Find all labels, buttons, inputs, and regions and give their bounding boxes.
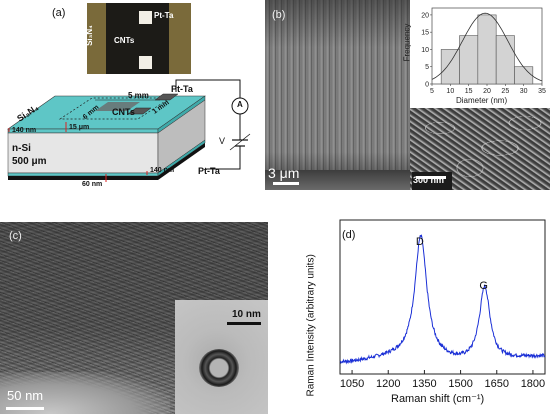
histogram-fit-curve <box>431 12 543 82</box>
raman-ylabel: Raman Intensity (arbitrary units) <box>305 254 317 397</box>
histogram-bar <box>440 49 460 85</box>
label-60nm: 60 nm <box>82 181 103 188</box>
histogram-xtick-label: 10 <box>446 88 454 95</box>
histogram-bar <box>459 35 479 85</box>
device-photo: Si₃N₄ Pt-Ta CNTs <box>84 3 191 74</box>
device-schematic <box>7 79 251 182</box>
raman-spectrum-line <box>339 234 546 365</box>
photo-side-label: Si₃N₄ <box>84 25 94 46</box>
raman-xtick-label: 1350 <box>412 378 436 390</box>
histogram-ytick-label: 10 <box>421 47 429 54</box>
photo-pt-label: Pt-Ta <box>154 11 174 20</box>
label-pt-ta-bottom: Pt-Ta <box>198 166 220 176</box>
scale-50nm: 50 nm <box>7 388 44 403</box>
scale-10nm: 10 nm <box>232 309 261 320</box>
pt-ta-backside <box>8 176 158 180</box>
raman-peak-label: G <box>479 280 488 292</box>
photo-contact-top <box>139 11 152 24</box>
raman-chart: 1050 1200 1350 1500 1650 1800 D G <box>339 219 546 390</box>
panel-b-label: (b) <box>272 9 286 21</box>
raman-xtick-label: 1200 <box>376 378 400 390</box>
histogram-ytick-label: 20 <box>421 12 429 19</box>
raman-xtick-label: 1050 <box>340 378 364 390</box>
nanotube-cross-section <box>199 349 239 387</box>
histogram-ylabel: Frequency <box>402 23 412 62</box>
histogram-bar <box>477 14 497 85</box>
label-140nm-top: 140 nm <box>12 127 37 134</box>
label-n-si: n-Si <box>12 143 31 154</box>
label-5mm: 5 mm <box>128 91 149 100</box>
histogram-bar <box>495 35 515 85</box>
raman-frame <box>339 219 546 375</box>
histogram-bar <box>514 66 534 85</box>
tem-scale-bar <box>6 407 44 410</box>
panel-a-label: (a) <box>52 7 66 19</box>
sem-image-main <box>265 0 410 190</box>
label-140nm-bottom: 140 nm <box>150 167 175 174</box>
label-voltage: V <box>219 136 226 146</box>
histogram-ytick-label: 5 <box>425 64 429 71</box>
histogram-xtick-label: 30 <box>520 88 528 95</box>
histogram-xtick-label: 15 <box>465 88 473 95</box>
sem-inset-topview <box>410 108 550 190</box>
ammeter-icon <box>231 97 249 115</box>
sem-substrate <box>265 170 410 190</box>
scale-3um: 3 μm <box>268 165 300 181</box>
photo-cnt-label: CNTs <box>114 36 135 45</box>
raman-xtick-label: 1500 <box>448 378 472 390</box>
raman-xtick-label: 1650 <box>485 378 509 390</box>
pt-pad-top <box>154 93 179 101</box>
histogram-xlabel: Diameter (nm) <box>456 96 508 105</box>
pt-pad-bottom <box>127 107 152 115</box>
histogram-ytick-label: 0 <box>425 82 429 89</box>
panel-c-label: (c) <box>9 230 22 242</box>
label-pt-ta-top: Pt-Ta <box>171 84 193 94</box>
scale-300nm: 300 nm <box>413 175 445 185</box>
n-si-substrate <box>7 132 159 174</box>
label-ammeter: A <box>237 100 243 109</box>
photo-contact-bottom <box>139 56 152 69</box>
tem-inset-scale-bar <box>227 322 261 325</box>
label-500um: 500 μm <box>12 156 47 167</box>
histogram-xtick-label: 5 <box>430 88 434 95</box>
raman-peak-label: D <box>416 236 424 248</box>
histogram-ytick-label: 15 <box>421 30 429 37</box>
histogram-xtick-label: 35 <box>538 88 546 95</box>
cnt-film <box>95 102 140 111</box>
inset-scale-bar <box>416 176 446 179</box>
raman-xtick-label: 1800 <box>521 378 545 390</box>
panel-d-label: (d) <box>342 229 356 241</box>
histogram-xtick-label: 25 <box>501 88 509 95</box>
sem-scale-bar <box>273 182 299 185</box>
tem-inset <box>175 300 268 414</box>
label-15um: 15 μm <box>69 124 90 131</box>
raman-xlabel: Raman shift (cm⁻¹) <box>391 393 485 405</box>
photo-dark-channel <box>106 3 169 74</box>
histogram-xtick-label: 20 <box>483 88 491 95</box>
label-cnts: CNTs <box>112 107 135 117</box>
